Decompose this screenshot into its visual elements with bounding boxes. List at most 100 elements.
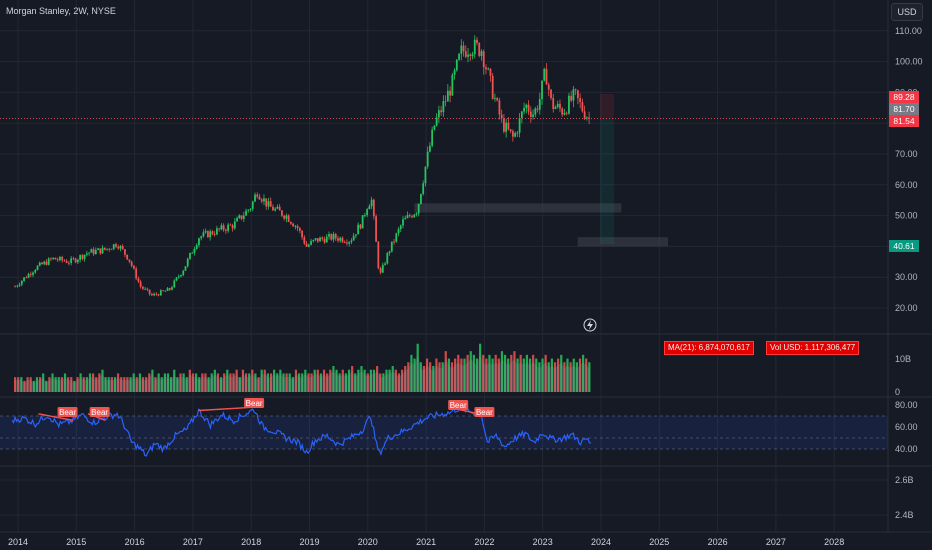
candle-body xyxy=(269,201,272,207)
bear-marker-label: Bear xyxy=(450,401,467,410)
x-tick-label: 2022 xyxy=(474,537,494,547)
candle-body xyxy=(274,208,277,211)
volume-bar xyxy=(213,369,216,392)
candle-body xyxy=(588,117,591,119)
candle-body xyxy=(415,213,418,215)
candle-body xyxy=(361,215,364,229)
candle-body xyxy=(368,206,371,210)
candle-body xyxy=(215,228,218,235)
candle-body xyxy=(90,249,93,253)
candle-body xyxy=(467,54,469,57)
candle-body xyxy=(229,224,232,226)
volume-bar xyxy=(67,377,70,392)
volume-bar xyxy=(326,373,329,392)
candle-body xyxy=(128,259,131,262)
candle-body xyxy=(328,234,330,237)
volume-bar xyxy=(38,377,42,392)
currency-button[interactable]: USD xyxy=(891,3,923,21)
candle-body xyxy=(195,245,198,249)
candle-body xyxy=(177,276,180,278)
candle-body xyxy=(511,131,514,137)
candle-body xyxy=(135,268,138,279)
volume-bar xyxy=(273,369,276,392)
candle-body xyxy=(20,280,23,285)
candle-body xyxy=(500,114,503,119)
volume-bar xyxy=(13,377,17,392)
volume-bar xyxy=(92,373,95,392)
volume-bar xyxy=(547,362,550,392)
volume-bar xyxy=(341,369,344,392)
volume-bar xyxy=(379,373,382,392)
bolt-icon-glyph xyxy=(587,320,593,330)
volume-bar xyxy=(519,354,522,392)
rsi-tick-label: 80.00 xyxy=(895,400,918,410)
volume-bar xyxy=(354,373,357,392)
candle-body xyxy=(191,252,194,254)
volume-bar xyxy=(563,362,566,392)
bear-marker xyxy=(89,407,110,417)
volume-ma-area xyxy=(15,353,590,392)
price-label-box xyxy=(889,115,919,127)
candle-body xyxy=(491,75,494,99)
candles xyxy=(14,35,591,297)
candle-body xyxy=(106,248,108,250)
candle-body xyxy=(574,89,577,91)
volume-bar xyxy=(391,366,394,392)
price-label: 40.61 xyxy=(893,241,915,251)
x-tick-label: 2014 xyxy=(8,537,28,547)
candle-body xyxy=(523,107,525,112)
volume-bar xyxy=(216,373,220,392)
candle-body xyxy=(363,215,366,216)
bear-marker xyxy=(57,407,78,417)
candle-body xyxy=(442,101,445,113)
candle-body xyxy=(103,247,106,250)
volume-bars xyxy=(13,343,591,392)
volume-bar xyxy=(569,362,572,392)
candle-body xyxy=(283,215,286,219)
candle-body xyxy=(471,54,474,56)
candle-body xyxy=(278,206,281,211)
candle-body xyxy=(245,210,247,216)
candle-body xyxy=(287,215,290,222)
volume-bar xyxy=(157,373,160,392)
candle-body xyxy=(402,219,404,226)
candle-body xyxy=(164,290,167,292)
candle-body xyxy=(242,215,245,219)
candle-body xyxy=(213,234,216,235)
candle-body xyxy=(157,294,160,296)
bear-marker-label: Bear xyxy=(91,408,108,417)
chart-title: Morgan Stanley, 2W, NYSE xyxy=(6,6,116,16)
candle-body xyxy=(63,260,66,262)
candle-body xyxy=(124,249,126,255)
candle-body xyxy=(265,198,268,207)
volume-bar xyxy=(54,377,57,392)
volume-bar xyxy=(238,377,241,392)
volume-bar xyxy=(88,373,92,392)
volume-bar xyxy=(444,351,447,392)
price-label-box xyxy=(889,103,919,115)
volume-bar xyxy=(98,373,101,392)
candle-body xyxy=(341,237,344,243)
volume-bar xyxy=(219,377,223,392)
volume-ma-badge: MA(21): 6,874,070,617 xyxy=(664,341,754,355)
volume-bar xyxy=(297,373,301,392)
candle-body xyxy=(41,262,43,265)
candle-body xyxy=(577,90,579,99)
candle-body xyxy=(503,118,505,132)
candle-body xyxy=(180,275,182,277)
candle-body xyxy=(276,206,279,209)
price-label: 89.28 xyxy=(893,92,915,102)
volume-bar xyxy=(248,373,251,392)
volume-bar xyxy=(503,354,507,392)
candle-body xyxy=(458,53,460,60)
candle-body xyxy=(148,289,151,294)
volume-bar xyxy=(241,369,245,392)
volume-bar xyxy=(432,366,435,392)
candle-body xyxy=(162,290,164,292)
candle-body xyxy=(529,111,532,117)
candle-body xyxy=(251,201,254,209)
candle-body xyxy=(433,125,436,130)
candle-body xyxy=(52,257,55,260)
candle-body xyxy=(43,261,46,265)
